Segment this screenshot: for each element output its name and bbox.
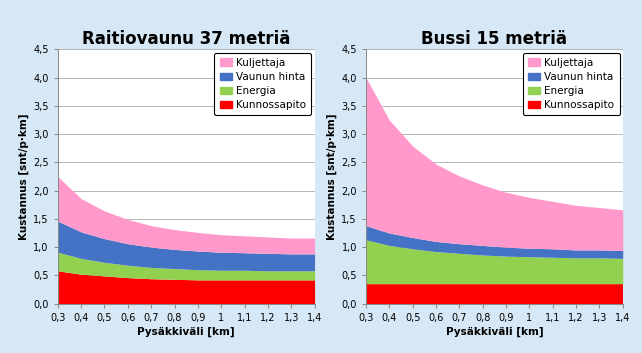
X-axis label: Pysäkkiväli [km]: Pysäkkiväli [km] bbox=[137, 327, 235, 337]
X-axis label: Pysäkkiväli [km]: Pysäkkiväli [km] bbox=[446, 327, 543, 337]
Legend: Kuljettaja, Vaunun hinta, Energia, Kunnossapito: Kuljettaja, Vaunun hinta, Energia, Kunno… bbox=[214, 53, 311, 115]
Y-axis label: Kustannus [snt/p·km]: Kustannus [snt/p·km] bbox=[19, 113, 29, 240]
Title: Raitiovaunu 37 metriä: Raitiovaunu 37 metriä bbox=[82, 30, 290, 48]
Y-axis label: Kustannus [snt/p·km]: Kustannus [snt/p·km] bbox=[327, 113, 337, 240]
Legend: Kuljettaja, Vaunun hinta, Energia, Kunnossapito: Kuljettaja, Vaunun hinta, Energia, Kunno… bbox=[523, 53, 620, 115]
Title: Bussi 15 metriä: Bussi 15 metriä bbox=[421, 30, 568, 48]
